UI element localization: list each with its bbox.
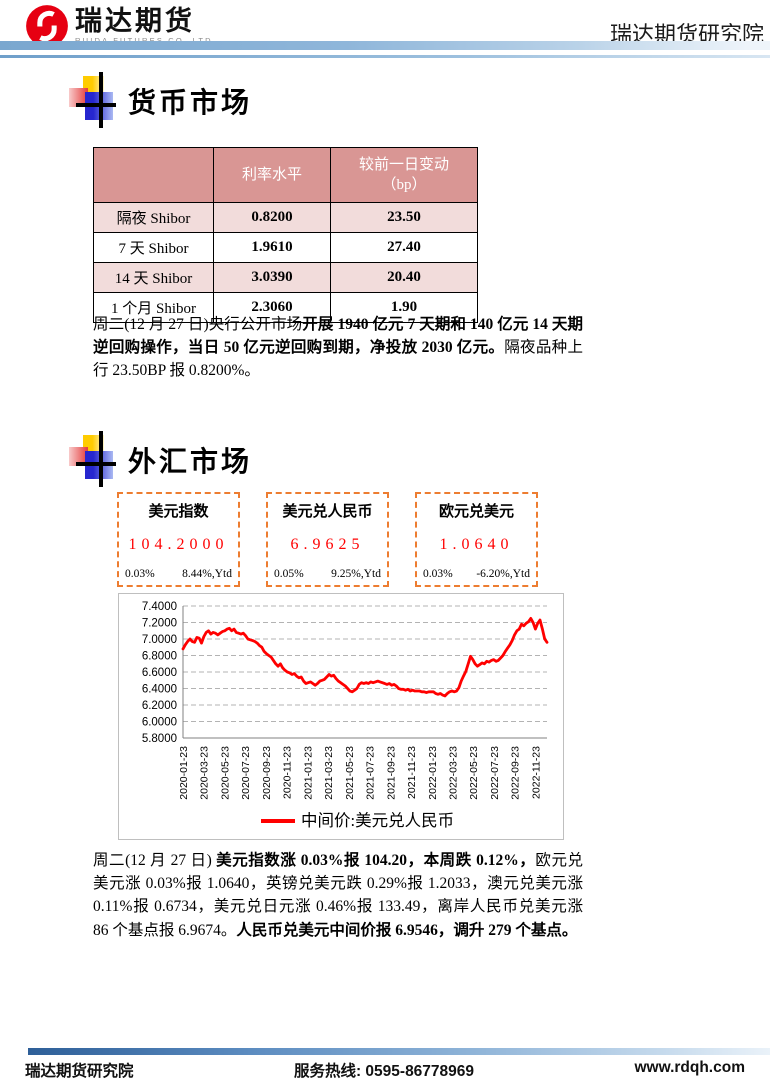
fx-indicator-card: 美元兑人民币 6.9625 0.05% 9.25%,Ytd (266, 492, 389, 587)
table-cell-label: 14 天 Shibor (93, 262, 214, 293)
header-divider-bar (0, 41, 770, 50)
x-axis-tick-label: 2021-03-23 (323, 746, 335, 800)
x-axis-tick-label: 2021-01-23 (302, 746, 314, 800)
table-header-cell: 利率水平 (213, 147, 331, 203)
table-cell-change: 27.40 (330, 232, 478, 263)
indicator-ytd-change: 8.44%,Ytd (182, 568, 232, 580)
footer-org-name: 瑞达期货研究院 (25, 1063, 134, 1080)
table-cell-rate: 2.3060 (213, 292, 331, 323)
y-axis-tick-label: 6.2000 (142, 700, 177, 712)
y-axis-tick-label: 5.8000 (142, 733, 177, 745)
company-logo: 瑞达期货 RUIDA FUTURES CO.,LTD. (25, 4, 217, 48)
legend-label: 中间价:美元兑人民币 (301, 811, 454, 830)
fx-market-title-text: 外汇市场 (128, 447, 253, 478)
indicator-ytd-change: -6.20%,Ytd (476, 568, 530, 580)
indicator-day-change: 0.05% (274, 568, 304, 580)
table-cell-label: 1 个月 Shibor (93, 292, 214, 323)
indicator-name: 美元兑人民币 (282, 503, 373, 520)
table-cell-rate: 0.8200 (213, 202, 331, 233)
y-axis-tick-label: 6.0000 (142, 717, 177, 729)
footer-divider-bar (28, 1048, 770, 1055)
header-divider-line (0, 55, 770, 58)
x-axis-tick-label: 2021-05-23 (344, 746, 356, 800)
indicator-ytd-change: 9.25%,Ytd (331, 568, 381, 580)
x-axis-tick-label: 2020-11-23 (282, 746, 294, 799)
fx-indicator-row: 美元指数 104.2000 0.03% 8.44%,Ytd 美元兑人民币 6.9625 0.… (117, 492, 538, 587)
indicator-name: 欧元兑美元 (438, 503, 514, 520)
x-axis-tick-label: 2022-11-23 (530, 746, 542, 799)
table-header-cell (93, 147, 214, 203)
y-axis-tick-label: 7.4000 (142, 601, 177, 613)
x-axis-tick-label: 2021-07-23 (365, 746, 377, 800)
table-cell-change: 1.90 (330, 292, 478, 323)
x-axis-tick-label: 2020-07-23 (240, 746, 252, 800)
x-axis-tick-label: 2022-07-23 (489, 746, 501, 800)
shibor-rate-table: 利率水平 较前一日变动 （bp） 隔夜 Shibor 0.8200 23.50 7 天 … (93, 147, 478, 323)
indicator-value: 6.9625 (290, 535, 365, 553)
money-market-section-title: 货币市场 (68, 72, 253, 128)
ruida-logo-icon (26, 5, 68, 47)
indicator-day-change: 0.03% (125, 568, 155, 580)
table-cell-change: 20.40 (330, 262, 478, 293)
fx-market-paragraph: 周二(12 月 27 日) 美元指数涨 0.03%报 104.20，本周跌 0.… (93, 852, 583, 939)
money-market-paragraph: 周二(12 月 27 日)央行公开市场开展 1940 亿元 7 天期和 140 … (93, 316, 583, 380)
money-market-title-text: 货币市场 (128, 88, 253, 119)
table-cell-label: 7 天 Shibor (93, 232, 214, 263)
indicator-day-change: 0.03% (423, 568, 453, 580)
footer-website: www.rdqh.com (634, 1059, 745, 1076)
table-header-cell: 较前一日变动 （bp） (330, 147, 478, 203)
indicator-name: 美元指数 (148, 503, 209, 520)
y-axis-tick-label: 6.6000 (142, 667, 177, 679)
indicator-value: 1.0640 (439, 535, 514, 553)
data-line-usdcny (181, 616, 549, 698)
x-axis-tick-label: 2020-05-23 (219, 746, 231, 800)
x-axis-tick-label: 2020-09-23 (261, 746, 273, 800)
fx-market-section-title: 外汇市场 (68, 431, 253, 487)
table-cell-rate: 3.0390 (213, 262, 331, 293)
fx-indicator-card: 欧元兑美元 1.0640 0.03% -6.20%,Ytd (415, 492, 538, 587)
x-axis-tick-label: 2020-01-23 (178, 746, 190, 800)
section-marker-icon (68, 431, 118, 487)
x-axis-tick-label: 2021-11-23 (406, 746, 418, 799)
x-axis-tick-label: 2022-05-23 (468, 746, 480, 800)
y-axis-tick-label: 6.8000 (142, 651, 177, 663)
footer-hotline: 服务热线: 0595-86778969 (293, 1063, 475, 1080)
logo-subtitle-text: RUIDA FUTURES CO.,LTD. (75, 36, 217, 45)
indicator-value: 104.2000 (128, 535, 229, 553)
x-axis-tick-label: 2022-09-23 (510, 746, 522, 800)
x-axis-tick-label: 2022-03-23 (447, 746, 459, 800)
y-axis-tick-label: 7.0000 (142, 634, 177, 646)
x-axis-tick-label: 2020-03-23 (199, 746, 211, 800)
table-cell-rate: 1.9610 (213, 232, 331, 263)
x-axis-tick-label: 2022-01-23 (427, 746, 439, 800)
y-axis-tick-label: 6.4000 (142, 684, 177, 696)
usdcny-line-chart: 5.8000 6.0000 6.2000 6.4000 6.6000 6.8000 7.00… (142, 601, 549, 830)
table-row: 14 天 Shibor 3.0390 20.40 (93, 262, 478, 293)
table-row: 7 天 Shibor 1.9610 27.40 (93, 232, 478, 263)
usdcny-chart-container: 5.8000 6.0000 6.2000 6.4000 6.6000 6.8000 7.00… (118, 593, 564, 840)
table-cell-label: 隔夜 Shibor (93, 202, 214, 233)
fx-indicator-card: 美元指数 104.2000 0.03% 8.44%,Ytd (117, 492, 240, 587)
y-axis-tick-label: 7.2000 (142, 618, 177, 630)
footer: 瑞达期货研究院 服务热线: 0595-86778969 www.rdqh.com (25, 1059, 745, 1081)
table-cell-change: 23.50 (330, 202, 478, 233)
logo-brand-text: 瑞达期货 (75, 6, 195, 36)
x-axis-tick-label: 2021-09-23 (385, 746, 397, 800)
table-row: 1 个月 Shibor 2.3060 1.90 (93, 292, 478, 323)
section-marker-icon (68, 72, 118, 128)
table-row: 隔夜 Shibor 0.8200 23.50 (93, 202, 478, 233)
